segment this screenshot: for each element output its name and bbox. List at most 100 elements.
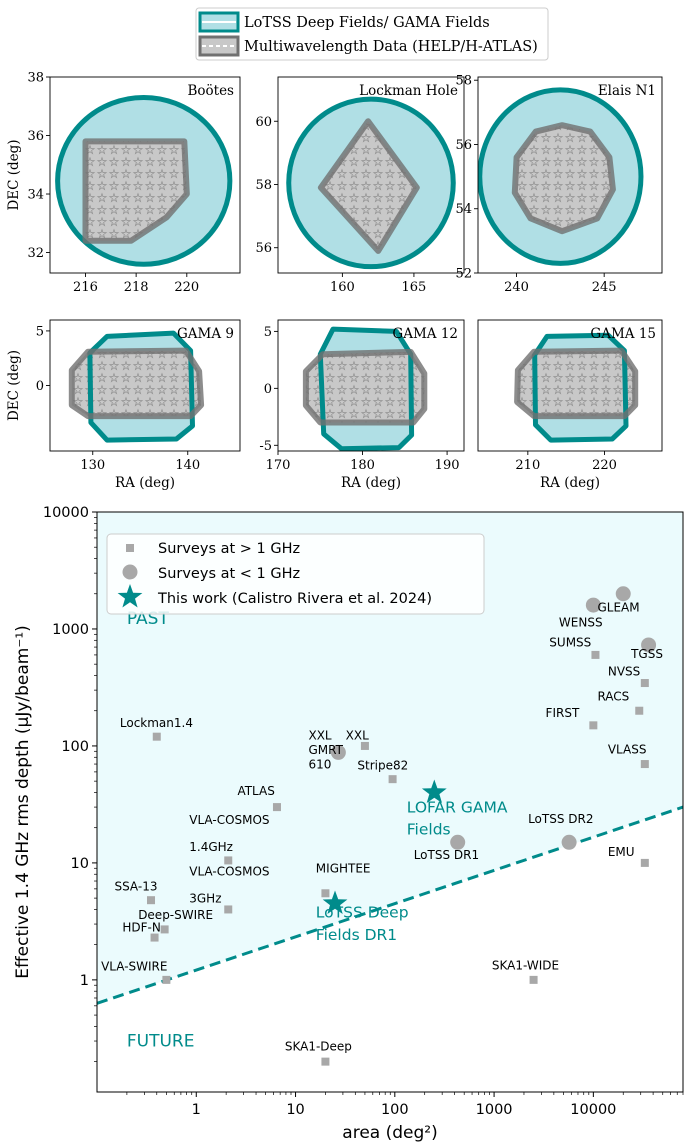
point-gmrt-610 — [330, 744, 346, 760]
help-star-pattern — [85, 141, 187, 241]
y-tick-label: 36 — [27, 129, 44, 144]
panel-title: GAMA 15 — [590, 326, 656, 342]
field-panel-2: Lockman Hole 160 165 56 58 60 — [255, 76, 465, 295]
x-tick-label: 10 — [286, 1102, 304, 1118]
panel-title: Lockman Hole — [359, 83, 458, 99]
annotation-first: FIRST — [546, 706, 580, 720]
annotation-lockman1-4: Lockman1.4 — [120, 716, 193, 730]
x-tick-label: 210 — [515, 458, 540, 473]
annotation-fields-dr1: Fields DR1 — [316, 926, 397, 944]
x-tick-label: 130 — [80, 458, 105, 473]
point-ssa-13 — [147, 896, 156, 905]
y-axis-label: DEC (deg) — [6, 350, 22, 421]
panel-frame — [49, 76, 241, 274]
lotss-field-outline — [532, 332, 629, 443]
lotss-field-outline — [87, 330, 195, 443]
field-panel-4: GAMA 9 130 140 0 5 RA (deg) DEC (deg) — [6, 319, 241, 491]
annotation-gleam: GLEAM — [597, 601, 639, 615]
help-star-pattern — [320, 121, 417, 251]
annotation-vla-cosmos: VLA-COSMOS — [189, 813, 269, 827]
x-tick-label: 1 — [192, 1102, 201, 1118]
y-tick-label: 54 — [455, 202, 472, 217]
point-vla-cosmos-1-4ghz — [224, 856, 233, 865]
panel-plot-area-5 — [302, 326, 428, 451]
legend-marker-star — [117, 584, 143, 608]
x-tick-label: 100 — [381, 1102, 409, 1118]
legend-label-help: Multiwavelength Data (HELP/H-ATLAS) — [244, 39, 538, 55]
legend-marker-square — [126, 544, 134, 552]
lotss-field-outline — [478, 87, 644, 266]
annotation-atlas: ATLAS — [237, 784, 274, 798]
top-legend-frame — [195, 7, 549, 61]
point-sumss — [591, 650, 600, 659]
point-hdf-n — [150, 933, 159, 942]
point-lockman1-4 — [152, 732, 161, 741]
x-tick-label: 160 — [330, 280, 355, 295]
legend-label-lotss: LoTSS Deep Fields/ GAMA Fields — [244, 15, 490, 31]
y-axis-label: DEC (deg) — [6, 139, 22, 210]
point-stripe82 — [388, 775, 397, 784]
x-tick-label: 218 — [124, 280, 149, 295]
y-tick-label: 10 — [71, 856, 89, 872]
x-tick-label: 245 — [592, 280, 617, 295]
annotation-vla-swire: VLA-SWIRE — [101, 960, 167, 974]
point-nvss — [640, 679, 649, 688]
help-coverage-outline — [514, 347, 639, 420]
annotation-lofar-gama: LOFAR GAMA — [407, 798, 508, 816]
help-coverage-outline — [68, 347, 205, 420]
panel-title: Elais N1 — [598, 83, 656, 99]
point-vla-cosmos-3ghz — [224, 905, 233, 914]
annotation-ska1-deep: SKA1-Deep — [285, 1039, 352, 1053]
main-legend-frame — [106, 533, 485, 615]
legend-marker-circle — [122, 564, 138, 580]
point-emu — [640, 858, 649, 867]
y-tick-label: 38 — [27, 71, 44, 86]
x-tick-label: 220 — [592, 458, 617, 473]
point-wenss — [585, 597, 601, 613]
x-tick-label: 190 — [435, 458, 460, 473]
annotation-ssa-13: SSA-13 — [114, 880, 157, 894]
x-tick-label: 180 — [350, 458, 375, 473]
point-xxl — [360, 741, 369, 750]
point-ska1-wide — [529, 975, 538, 984]
panel-plot-area-6 — [514, 332, 639, 443]
past-region — [97, 512, 683, 1004]
point-lotss-dr2 — [561, 834, 577, 850]
x-tick-label: 170 — [266, 458, 291, 473]
annotation-nvss: NVSS — [608, 665, 640, 679]
y-tick-label: 56 — [255, 241, 272, 256]
annotation-hdf-n: HDF-N — [122, 920, 160, 934]
y-tick-label: 5 — [264, 325, 272, 340]
help-star-pattern — [514, 125, 613, 232]
main-legend: Surveys at > 1 GHz Surveys at < 1 GHz This… — [106, 533, 485, 615]
help-coverage-outline — [82, 138, 190, 244]
point-racs — [635, 706, 644, 715]
point-lofar-gama-fields — [421, 779, 447, 803]
x-tick-label: 10000 — [570, 1102, 616, 1118]
annotation-vla-cosmos: VLA-COSMOS — [189, 865, 269, 879]
point-ska1-deep — [321, 1057, 330, 1066]
x-tick-label: 140 — [175, 458, 200, 473]
y-tick-label: 100 — [61, 739, 89, 755]
annotation-tgss: TGSS — [630, 647, 663, 661]
point-vla-swire — [162, 975, 171, 984]
y-tick-label: 34 — [27, 188, 44, 203]
help-star-pattern — [305, 351, 425, 423]
survey-boundary-line — [97, 805, 683, 1005]
point-mightee — [321, 889, 330, 898]
field-panel-5: GAMA 12 170 180 190 -5 0 5 RA (deg) — [259, 319, 465, 491]
y-tick-label: 1000 — [52, 622, 89, 638]
panel-title: Boötes — [187, 83, 234, 99]
panel-plot-area-2 — [286, 96, 456, 270]
y-tick-label: 52 — [455, 267, 472, 282]
annotation-fields: Fields — [407, 820, 451, 838]
field-panel-3: Elais N1 240 245 52 54 56 58 — [455, 74, 663, 295]
panel-frame — [477, 319, 663, 452]
annotation-emu: EMU — [608, 845, 635, 859]
annotation-lotss-deep: LoTSS Deep — [316, 904, 409, 922]
x-axis-label: RA (deg) — [115, 475, 175, 491]
x-tick-label: 165 — [402, 280, 427, 295]
panel-plot-area-4 — [68, 330, 205, 443]
annotation-ska1-wide: SKA1-WIDE — [492, 958, 559, 972]
